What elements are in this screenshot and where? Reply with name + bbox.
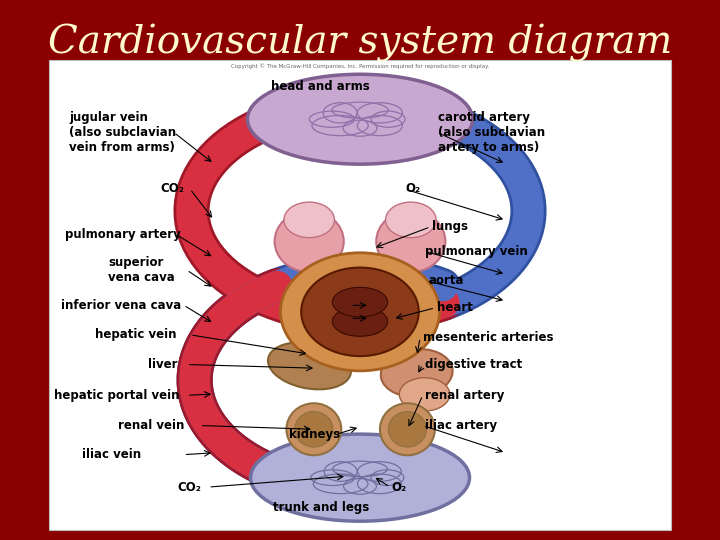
Ellipse shape <box>380 403 435 455</box>
Text: jugular vein
(also subclavian
vein from arms): jugular vein (also subclavian vein from … <box>69 111 176 154</box>
Ellipse shape <box>248 74 472 164</box>
Text: kidneys: kidneys <box>289 428 340 441</box>
Text: renal artery: renal artery <box>426 389 505 402</box>
Text: Copyright © The McGraw-Hill Companies, Inc. Permission required for reproduction: Copyright © The McGraw-Hill Companies, I… <box>231 64 489 69</box>
Ellipse shape <box>301 267 419 356</box>
Ellipse shape <box>268 342 351 389</box>
Text: head and arms: head and arms <box>271 80 370 93</box>
Ellipse shape <box>377 211 446 272</box>
FancyBboxPatch shape <box>50 60 670 530</box>
Text: mesenteric arteries: mesenteric arteries <box>423 331 553 344</box>
Text: O₂: O₂ <box>406 183 421 195</box>
Ellipse shape <box>287 403 341 455</box>
Text: carotid artery
(also subclavian
artery to arms): carotid artery (also subclavian artery t… <box>438 111 546 154</box>
Text: inferior vena cava: inferior vena cava <box>60 299 181 312</box>
Ellipse shape <box>274 211 343 272</box>
Text: iliac artery: iliac artery <box>426 419 498 432</box>
Text: hepatic vein: hepatic vein <box>95 328 176 341</box>
Ellipse shape <box>284 202 334 238</box>
Text: liver: liver <box>148 358 177 371</box>
Ellipse shape <box>281 253 439 371</box>
Ellipse shape <box>333 287 387 317</box>
Text: superior
vena cava: superior vena cava <box>108 256 175 284</box>
Text: aorta: aorta <box>428 274 464 287</box>
Text: CO₂: CO₂ <box>177 481 201 494</box>
Text: pulmonary vein: pulmonary vein <box>426 245 528 258</box>
Text: lungs: lungs <box>432 220 468 233</box>
Text: hepatic portal vein: hepatic portal vein <box>54 389 179 402</box>
Text: O₂: O₂ <box>392 481 407 494</box>
Text: trunk and legs: trunk and legs <box>273 501 369 514</box>
Ellipse shape <box>251 434 469 521</box>
Ellipse shape <box>333 307 387 336</box>
Ellipse shape <box>294 411 333 447</box>
Ellipse shape <box>381 349 453 397</box>
Ellipse shape <box>400 378 450 411</box>
Text: heart: heart <box>437 301 473 314</box>
Ellipse shape <box>386 202 436 238</box>
Text: Cardiovascular system diagram: Cardiovascular system diagram <box>48 24 672 62</box>
Ellipse shape <box>388 411 426 447</box>
Text: renal vein: renal vein <box>118 419 184 432</box>
Text: digestive tract: digestive tract <box>426 358 523 371</box>
Text: pulmonary artery: pulmonary artery <box>65 228 180 241</box>
Text: CO₂: CO₂ <box>161 183 184 195</box>
Text: iliac vein: iliac vein <box>82 448 141 461</box>
